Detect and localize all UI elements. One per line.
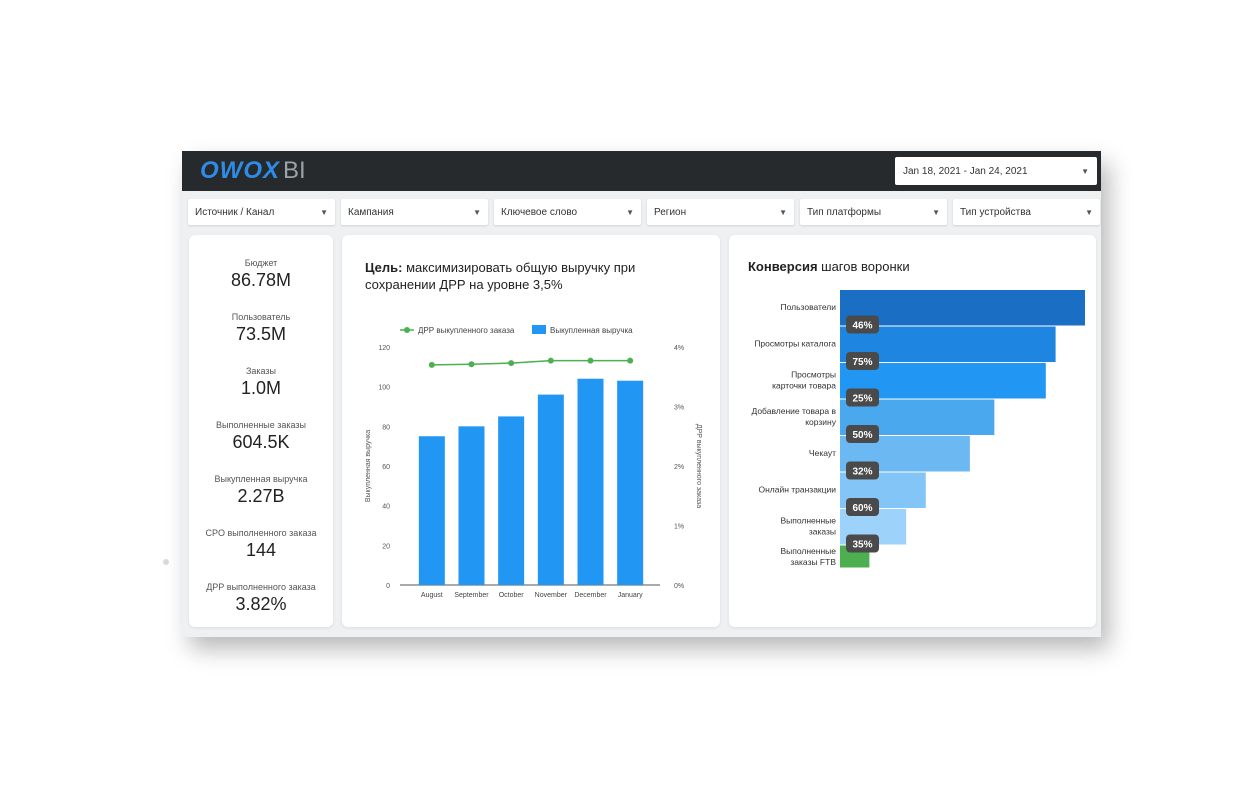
legend-label: ДРР выкупленного заказа: [418, 326, 515, 335]
chart-title: Цель: максимизировать общую выручку при …: [365, 260, 636, 292]
kpi-scorecards: Бюджет 86.78M Пользователь 73.5M Заказы …: [189, 235, 333, 627]
top-bar: OWOX BI Jan 18, 2021 - Jan 24, 2021 ▼: [182, 151, 1101, 191]
drr-point-september: [468, 361, 475, 368]
conversion-badge: [846, 534, 879, 553]
funnel-step-label: Просмотры каталога: [754, 339, 836, 349]
drr-point-november: [547, 357, 554, 364]
chevron-down-icon: ▼: [779, 207, 787, 217]
y-tick-label: 120: [378, 345, 390, 352]
funnel-bar: [840, 290, 1085, 326]
chevron-down-icon: ▼: [626, 207, 634, 217]
conversion-badge-label: 50%: [852, 430, 872, 441]
bar-november: [537, 394, 564, 585]
drr-point-december: [587, 357, 594, 364]
x-tick-label: January: [618, 592, 643, 599]
conversion-badge: [846, 498, 879, 516]
y-tick-label: 20: [382, 543, 390, 550]
chevron-down-icon: ▼: [473, 207, 481, 217]
funnel-card: Конверсия шагов воронки Пользователи Прос…: [729, 235, 1096, 627]
drr-line: [431, 359, 631, 366]
kpi-orders: Заказы 1.0M: [240, 366, 282, 398]
conversion-badge-label: 46%: [852, 321, 872, 332]
y-tick-label: 40: [382, 504, 390, 511]
y2-axis-title: ДРР выкупленного заказа: [695, 424, 702, 508]
conversion-badge: [846, 352, 879, 370]
conversion-badge: [846, 315, 879, 334]
kpi-cpo: CPO выполненного заказа 144: [205, 528, 317, 560]
funnel-step-label: Просмотры карточки товара: [772, 370, 836, 391]
funnel-step-label: Пользователи: [781, 302, 837, 312]
y2-tick-label: 2%: [674, 464, 684, 471]
y2-tick-label: 0%: [674, 583, 684, 590]
funnel-step-label: Выполненные заказы FTB: [780, 546, 836, 567]
y2-tick-label: 3%: [674, 405, 684, 412]
kpi-redeemed-revenue: Выкупленная выручка 2.27B: [214, 474, 308, 506]
revenue-chart: ДРР выкупленного заказа Выкупленная выруч…: [365, 325, 702, 599]
kpi-users: Пользователь 73.5M: [231, 312, 291, 344]
x-tick-label: November: [535, 592, 568, 599]
legend-line-marker: [404, 327, 410, 333]
drr-point-january: [627, 357, 634, 364]
x-tick-label: October: [499, 592, 525, 599]
conversion-badge-label: 75%: [852, 357, 872, 368]
y-tick-label: 60: [382, 464, 390, 471]
bar-january: [617, 380, 644, 585]
kpi-completed-orders: Выполненные заказы 604.5K: [215, 420, 307, 452]
conversion-badge-label: 60%: [852, 503, 872, 514]
filter-bar: Источник / Канал ▼ Кампания ▼ Ключевое сло…: [188, 199, 1100, 225]
y-tick-label: 80: [382, 424, 390, 431]
chart-legend: ДРР выкупленного заказа Выкупленная выруч…: [400, 325, 633, 335]
conversion-badge-label: 35%: [852, 540, 872, 551]
drr-point-october: [508, 360, 515, 367]
filter-keyword[interactable]: Ключевое слово ▼: [494, 199, 641, 225]
filter-region[interactable]: Регион ▼: [647, 199, 794, 225]
drr-point-august: [428, 361, 435, 368]
bar-october: [498, 416, 525, 585]
conversion-badge: [846, 388, 879, 407]
conversion-badge-label: 25%: [852, 394, 872, 405]
funnel-step-label: Онлайн транзакции: [758, 485, 836, 495]
funnel-chart: Пользователи Просмотры каталога Просмотры к…: [751, 290, 1085, 568]
y-tick-label: 0: [386, 583, 390, 590]
filter-platform-type[interactable]: Тип платформы ▼: [800, 199, 947, 225]
kpi-drr: ДРР выполненного заказа 3.82%: [206, 582, 316, 614]
revenue-chart-card: Цель: максимизировать общую выручку при …: [342, 235, 720, 627]
dashboard: OWOX BI Jan 18, 2021 - Jan 24, 2021 ▼ Ист…: [182, 151, 1101, 637]
y2-tick-label: 1%: [674, 524, 684, 531]
x-tick-label: September: [454, 592, 489, 599]
chevron-down-icon: ▼: [320, 207, 328, 217]
date-range-value: Jan 18, 2021 - Jan 24, 2021: [903, 165, 1028, 177]
x-tick-label: August: [421, 592, 443, 599]
conversion-badge-label: 32%: [852, 467, 872, 478]
x-tick-label: December: [574, 592, 607, 599]
legend-label: Выкупленная выручка: [550, 326, 633, 335]
chevron-down-icon: ▼: [1081, 166, 1089, 176]
y-tick-label: 100: [378, 385, 390, 392]
filter-campaign[interactable]: Кампания ▼: [341, 199, 488, 225]
y-axis-title: Выкупленная выручка: [365, 430, 372, 502]
funnel-step-label: Чекаут: [809, 448, 836, 458]
chevron-down-icon: ▼: [1085, 207, 1093, 217]
funnel-step-label: Добавление товара в корзину: [751, 406, 836, 427]
funnel-title: Конверсия шагов воронки: [748, 259, 910, 274]
decorative-dot: [163, 559, 169, 565]
date-range-picker[interactable]: Jan 18, 2021 - Jan 24, 2021 ▼: [895, 157, 1097, 185]
conversion-badge: [846, 425, 879, 443]
y2-tick-label: 4%: [674, 345, 684, 352]
filter-device-type[interactable]: Тип устройства ▼: [953, 199, 1100, 225]
filter-source-channel[interactable]: Источник / Канал ▼: [188, 199, 335, 225]
bar-september: [458, 426, 485, 585]
chevron-down-icon: ▼: [932, 207, 940, 217]
owox-bi-logo: OWOX BI: [200, 157, 306, 184]
kpi-budget: Бюджет 86.78M: [230, 258, 292, 290]
bar-december: [577, 378, 604, 585]
bar-august: [418, 436, 445, 585]
legend-bar-swatch: [532, 325, 546, 334]
conversion-badge: [846, 461, 879, 480]
funnel-step-label: Выполненные заказы: [780, 516, 836, 537]
